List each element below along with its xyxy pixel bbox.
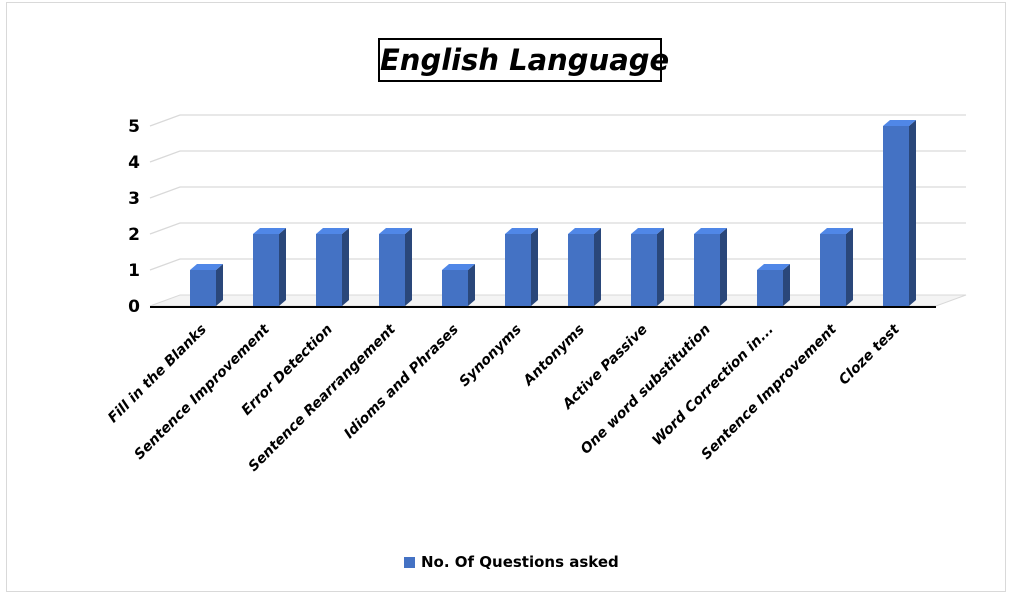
y-axis-ticks: 0 1 2 3 4 5 — [128, 117, 140, 317]
bar-side — [657, 228, 664, 306]
bar-front — [631, 234, 657, 306]
bar-front — [820, 234, 846, 306]
bar-front — [316, 234, 342, 306]
bar-front — [505, 234, 531, 306]
bar-side — [909, 120, 916, 306]
bar-top — [379, 228, 412, 234]
bar-top — [568, 228, 601, 234]
bar — [757, 264, 790, 306]
x-tick-label: Sentence Improvement — [131, 321, 273, 463]
y-tick-label: 0 — [128, 297, 140, 317]
bar-top — [757, 264, 790, 270]
x-tick-label: One word substitution — [578, 322, 714, 458]
y-tick-label: 2 — [128, 225, 140, 245]
bar-top — [442, 264, 475, 270]
x-tick-label: Sentence Improvement — [698, 321, 840, 463]
bar-side — [531, 228, 538, 306]
x-tick-label: Antonyms — [520, 322, 588, 390]
bar — [568, 228, 601, 306]
x-tick-label: Word Correction in... — [649, 322, 776, 449]
bar-side — [216, 264, 223, 306]
x-tick-label: Idioms and Phrases — [341, 322, 462, 443]
bar-front — [694, 234, 720, 306]
bar — [442, 264, 475, 306]
bar-side — [279, 228, 286, 306]
bar — [505, 228, 538, 306]
bar — [631, 228, 664, 306]
bar-top — [694, 228, 727, 234]
bar-top — [505, 228, 538, 234]
legend-label: No. Of Questions asked — [421, 553, 619, 571]
bar — [253, 228, 286, 306]
gridline — [149, 114, 966, 127]
x-tick-label: Cloze test — [836, 321, 904, 389]
chart-title: English Language — [378, 38, 669, 82]
bar-side — [783, 264, 790, 306]
gridline — [149, 150, 966, 163]
legend: No. Of Questions asked — [404, 551, 619, 573]
bar — [379, 228, 412, 306]
y-tick-label: 3 — [128, 189, 140, 209]
bar-front — [568, 234, 594, 306]
y-tick-label: 1 — [128, 261, 140, 281]
bar-front — [757, 270, 783, 306]
bar-front — [190, 270, 216, 306]
bar-side — [342, 228, 349, 306]
bar-top — [316, 228, 349, 234]
bar — [190, 264, 223, 306]
bar — [820, 228, 853, 306]
gridline — [149, 222, 966, 235]
bars — [190, 120, 916, 306]
y-tick-label: 4 — [128, 153, 140, 173]
bar-top — [190, 264, 223, 270]
gridline — [149, 186, 966, 199]
bar-side — [720, 228, 727, 306]
bar — [694, 228, 727, 306]
bar-top — [883, 120, 916, 126]
bar-front — [379, 234, 405, 306]
legend-swatch — [404, 556, 415, 568]
bar-top — [253, 228, 286, 234]
bar-side — [468, 264, 475, 306]
bar-top — [631, 228, 664, 234]
bar-side — [594, 228, 601, 306]
bar-side — [846, 228, 853, 306]
y-tick-label: 5 — [128, 117, 140, 137]
x-tick-label: Synonyms — [456, 322, 524, 390]
bar — [316, 228, 349, 306]
bar-side — [405, 228, 412, 306]
bar-front — [253, 234, 279, 306]
bar-top — [820, 228, 853, 234]
bar-front — [883, 126, 909, 306]
bar — [883, 120, 916, 306]
bar-front — [442, 270, 468, 306]
